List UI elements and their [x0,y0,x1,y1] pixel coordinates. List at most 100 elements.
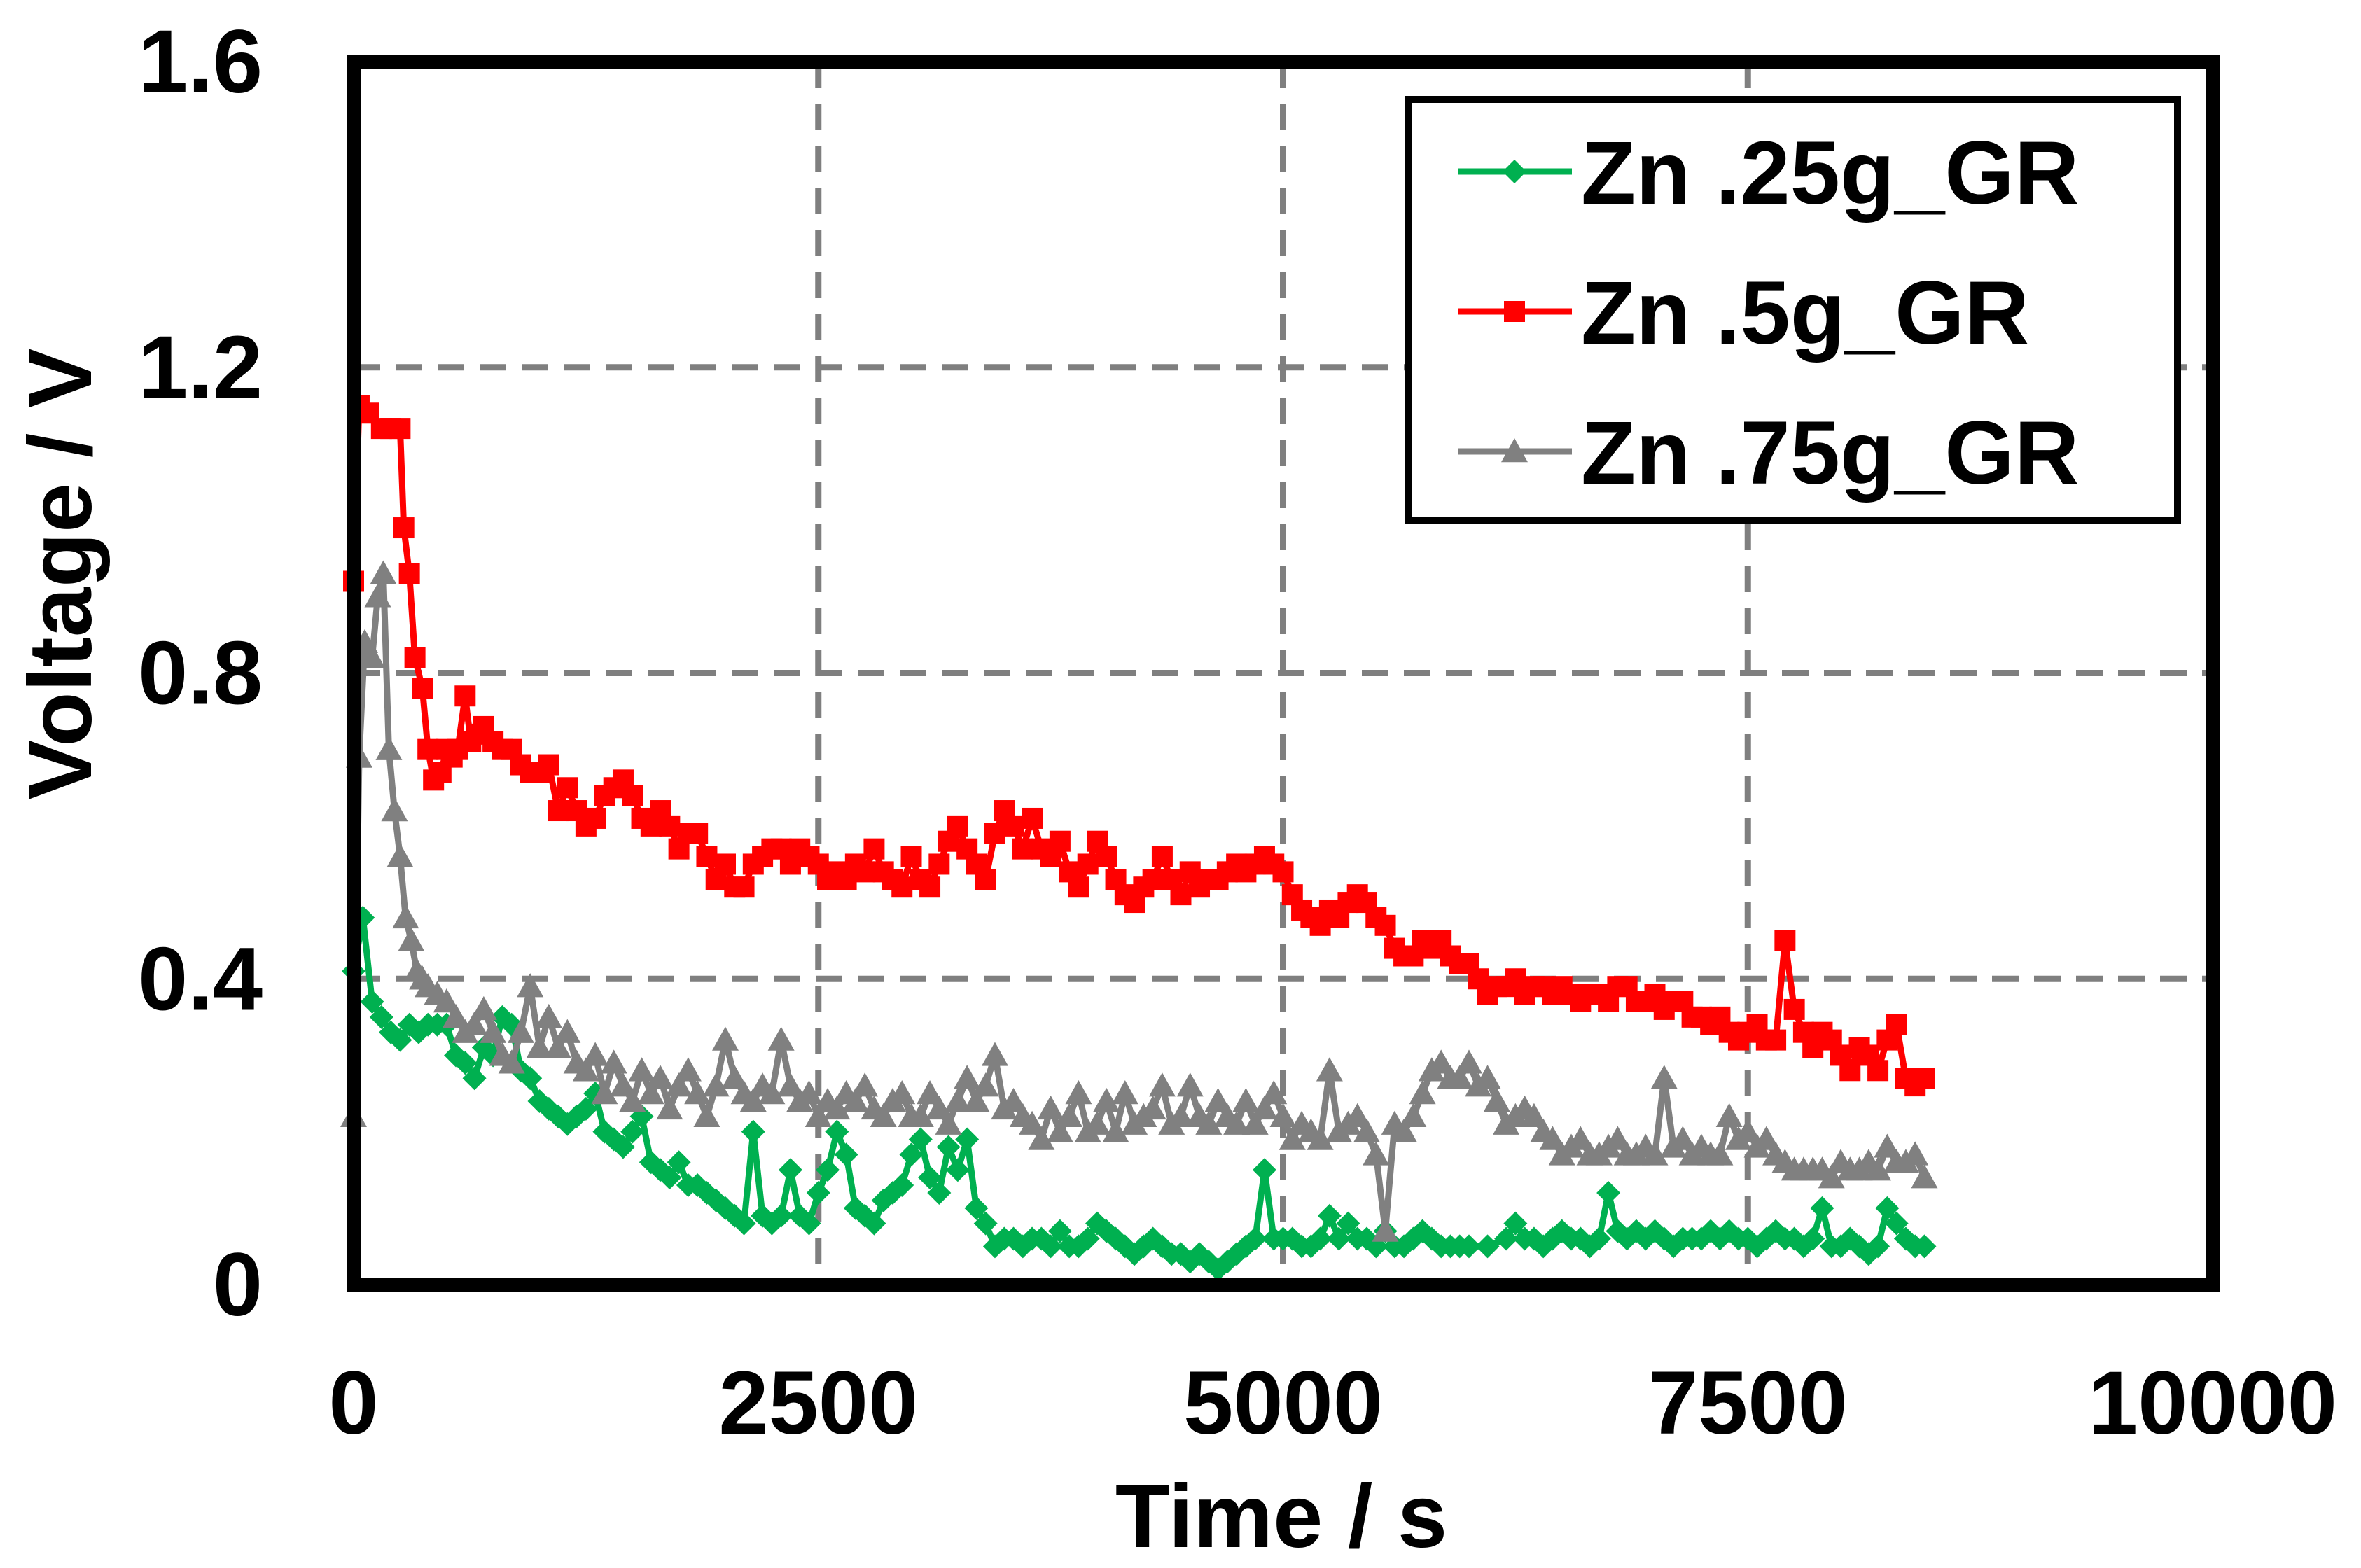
data-point-zn-5g-gr [1049,830,1071,852]
x-tick-label: 2500 [718,1353,918,1453]
data-point-zn-25g-gr [1875,1196,1900,1220]
data-point-zn-25g-gr [899,1142,924,1167]
data-point-zn-5g-gr [715,853,736,875]
data-point-zn-25g-gr [620,1119,645,1144]
data-point-zn-75g-gr [498,1049,525,1074]
data-point-zn-75g-gr [702,1072,730,1097]
data-point-zn-75g-gr [917,1080,944,1105]
data-point-zn-5g-gr [1022,807,1043,829]
data-point-zn-75g-gr [739,1087,767,1112]
data-point-zn-75g-gr [1037,1095,1064,1120]
data-point-zn-5g-gr [947,815,968,836]
data-point-zn-75g-gr [433,988,460,1013]
data-point-zn-75g-gr [535,1003,562,1028]
y-tick-label: 0.8 [138,624,263,724]
data-point-zn-75g-gr [767,1026,795,1051]
data-point-zn-5g-gr [1068,876,1089,898]
data-point-zn-5g-gr [984,822,1005,844]
data-point-zn-25g-gr [732,1211,756,1236]
data-point-zn-75g-gr [1176,1072,1204,1097]
data-point-zn-25g-gr [360,990,384,1014]
y-tick-label: 0.4 [138,929,263,1029]
data-point-zn-75g-gr [842,1087,869,1112]
data-point-zn-75g-gr [1456,1049,1482,1074]
data-point-zn-5g-gr [891,876,913,898]
data-point-zn-25g-gr [1801,1226,1825,1251]
data-point-zn-75g-gr [1269,1102,1297,1127]
data-point-zn-75g-gr [1715,1102,1743,1127]
data-point-zn-75g-gr [1307,1126,1334,1150]
data-point-zn-25g-gr [1587,1226,1611,1251]
data-point-zn-5g-gr [1867,1060,1889,1082]
data-point-zn-75g-gr [1279,1126,1306,1150]
data-point-zn-25g-gr [834,1142,858,1167]
x-tick-label: 10000 [2088,1353,2337,1453]
data-point-zn-5g-gr [659,815,681,836]
data-point-zn-5g-gr [1839,1060,1861,1082]
data-point-zn-75g-gr [1539,1126,1566,1150]
plot-frame [347,55,2220,1292]
data-point-zn-25g-gr [1810,1196,1834,1220]
data-point-zn-5g-gr [548,800,569,822]
data-point-zn-25g-gr [936,1135,961,1159]
data-point-zn-5g-gr [696,846,718,867]
data-point-zn-75g-gr [637,1080,664,1105]
data-point-zn-75g-gr [1874,1133,1901,1158]
x-axis-label: Time / s [1115,1466,1447,1567]
y-tick-labels: 0 0.4 0.8 1.2 1.6 [138,12,263,1335]
data-point-zn-25g-gr [825,1119,849,1144]
data-point-zn-5g-gr [1886,1014,1907,1035]
data-point-zn-75g-gr [1446,1065,1473,1089]
data-point-zn-5g-gr [1774,930,1796,951]
data-point-zn-75g-gr [1000,1087,1027,1112]
data-point-zn-25g-gr [1336,1211,1360,1236]
data-point-zn-25g-gr [462,1066,487,1091]
data-point-zn-5g-gr [404,647,426,668]
data-point-zn-25g-gr [1327,1226,1351,1251]
data-point-zn-75g-gr [1428,1049,1455,1074]
series-zn-25g-gr [342,905,1937,1282]
legend-marker [1504,301,1525,322]
data-point-zn-25g-gr [369,1004,394,1029]
data-point-zn-75g-gr [1902,1141,1929,1166]
y-axis-label: Voltage / V [11,349,111,800]
data-point-zn-75g-gr [1223,1110,1251,1135]
data-point-zn-75g-gr [1706,1141,1734,1166]
data-point-zn-25g-gr [964,1196,989,1220]
data-point-zn-75g-gr [684,1080,711,1105]
data-point-zn-75g-gr [470,995,497,1021]
data-point-zn-75g-gr [582,1042,609,1066]
data-point-zn-75g-gr [889,1080,916,1105]
data-point-zn-75g-gr [1316,1057,1343,1082]
data-point-zn-5g-gr [585,807,606,829]
legend-label: Zn .25g_GR [1581,123,2079,223]
data-point-zn-75g-gr [851,1072,879,1097]
data-point-zn-75g-gr [1204,1087,1232,1112]
data-point-zn-75g-gr [1019,1110,1046,1135]
data-point-zn-25g-gr [1503,1211,1528,1236]
data-point-zn-75g-gr [935,1110,962,1135]
legend-label: Zn .75g_GR [1581,403,2079,503]
data-point-zn-75g-gr [972,1072,999,1097]
data-point-zn-75g-gr [600,1049,627,1074]
data-point-zn-75g-gr [795,1080,823,1105]
data-point-zn-25g-gr [1047,1219,1072,1243]
data-point-zn-75g-gr [665,1072,692,1097]
data-point-zn-5g-gr [393,517,415,539]
data-point-zn-75g-gr [758,1080,786,1105]
data-point-zn-75g-gr [526,1034,553,1058]
data-point-zn-75g-gr [1353,1118,1380,1142]
data-point-zn-25g-gr [1075,1226,1100,1251]
data-point-zn-25g-gr [1494,1226,1519,1251]
data-point-zn-75g-gr [1241,1110,1269,1135]
data-point-zn-25g-gr [1252,1158,1276,1182]
data-point-zn-75g-gr [647,1065,674,1089]
data-point-zn-5g-gr [975,869,996,890]
data-point-zn-5g-gr [412,678,433,699]
data-point-zn-5g-gr [863,838,885,860]
data-point-zn-75g-gr [1483,1087,1510,1112]
data-point-zn-75g-gr [1148,1072,1176,1097]
data-point-zn-25g-gr [890,1173,914,1198]
data-point-zn-75g-gr [1409,1080,1436,1105]
